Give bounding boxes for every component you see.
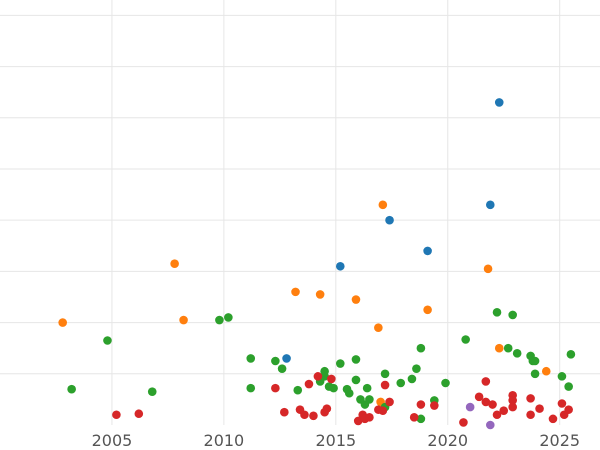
scatter-point: [344, 388, 354, 398]
scatter-point: [280, 407, 289, 417]
scatter-point: [293, 385, 303, 395]
scatter-point: [481, 397, 491, 407]
scatter-point: [147, 387, 157, 397]
scatter-point: [215, 315, 224, 325]
scatter-point: [474, 392, 484, 402]
scatter-point: [492, 308, 502, 317]
scatter-point: [271, 383, 280, 393]
data-points: [58, 98, 576, 430]
scatter-point: [423, 305, 432, 315]
scatter-point: [315, 290, 325, 299]
scatter-point: [548, 414, 558, 424]
scatter-point: [351, 355, 361, 364]
scatter-point: [494, 98, 504, 107]
scatter-point: [423, 246, 432, 256]
scatter-point: [530, 356, 540, 366]
scatter-point: [503, 343, 513, 353]
scatter-point: [378, 200, 388, 210]
scatter-point: [416, 414, 426, 424]
scatter-point: [557, 399, 567, 408]
scatter-point: [378, 406, 388, 415]
scatter-point: [564, 382, 573, 391]
scatter-point: [224, 313, 233, 322]
scatter-point: [530, 369, 540, 379]
scatter-point: [488, 400, 497, 409]
grid: [0, 0, 600, 425]
scatter-point: [526, 410, 535, 420]
x-tick-label: 2010: [204, 431, 245, 450]
scatter-point: [416, 343, 426, 353]
x-tick-label: 2005: [92, 431, 133, 450]
scatter-point: [309, 411, 318, 421]
scatter-point: [430, 401, 439, 410]
scatter-point: [385, 215, 394, 225]
scatter-point: [441, 378, 450, 388]
scatter-point: [407, 374, 417, 384]
scatter-point: [304, 379, 314, 389]
scatter-point: [335, 261, 345, 271]
scatter-point: [494, 343, 504, 353]
scatter-point: [320, 372, 329, 381]
scatter-point: [396, 378, 406, 388]
scatter-point: [483, 264, 493, 274]
scatter-point: [508, 310, 517, 320]
scatter-point: [564, 405, 573, 414]
scatter-point: [508, 396, 517, 405]
scatter-point: [365, 395, 374, 404]
scatter-point: [179, 315, 188, 325]
scatter-point: [351, 375, 361, 385]
scatter-point: [541, 366, 551, 376]
scatter-point: [416, 400, 426, 409]
scatter-point: [380, 380, 390, 390]
scatter-point: [329, 383, 338, 393]
scatter-point: [277, 364, 287, 373]
scatter-point: [134, 409, 144, 419]
scatter-point: [485, 200, 495, 210]
scatter-point: [365, 413, 374, 422]
x-tick-label: 2015: [315, 431, 356, 450]
scatter-point: [412, 364, 421, 373]
scatter-point: [535, 404, 544, 413]
x-axis-ticks: 2005 2010 2015 2020 2025: [92, 431, 580, 450]
scatter-point: [526, 394, 535, 403]
scatter-point: [112, 410, 121, 420]
scatter-point: [492, 410, 502, 420]
scatter-point: [313, 372, 323, 381]
scatter-point: [499, 406, 509, 415]
scatter-point: [103, 336, 112, 345]
scatter-point: [353, 416, 363, 426]
scatter-point: [246, 354, 256, 363]
scatter-point: [327, 374, 336, 384]
scatter-point: [409, 413, 419, 422]
scatter-point: [300, 410, 309, 420]
scatter-point: [291, 287, 300, 297]
scatter-point: [508, 402, 517, 412]
scatter-point: [322, 404, 332, 413]
scatter-point: [459, 418, 468, 427]
x-tick-label: 2025: [539, 431, 580, 450]
scatter-point: [465, 402, 475, 412]
scatter-point: [512, 349, 522, 358]
scatter-point: [385, 397, 394, 407]
scatter-point: [67, 384, 76, 394]
scatter-point: [485, 420, 495, 430]
scatter-point: [461, 335, 470, 344]
scatter-point: [246, 383, 256, 393]
scatter-point: [481, 377, 491, 386]
scatter-point: [282, 354, 291, 363]
scatter-point: [566, 350, 576, 359]
scatter-point: [362, 383, 372, 393]
scatter-point: [374, 323, 383, 333]
scatter-point: [335, 359, 345, 368]
scatter-point: [58, 318, 67, 327]
scatter-point: [271, 356, 280, 366]
scatter-point: [351, 295, 361, 304]
scatter-point: [170, 259, 179, 269]
x-tick-label: 2020: [427, 431, 468, 450]
scatter-point: [380, 369, 390, 379]
scatter-point: [557, 372, 567, 381]
